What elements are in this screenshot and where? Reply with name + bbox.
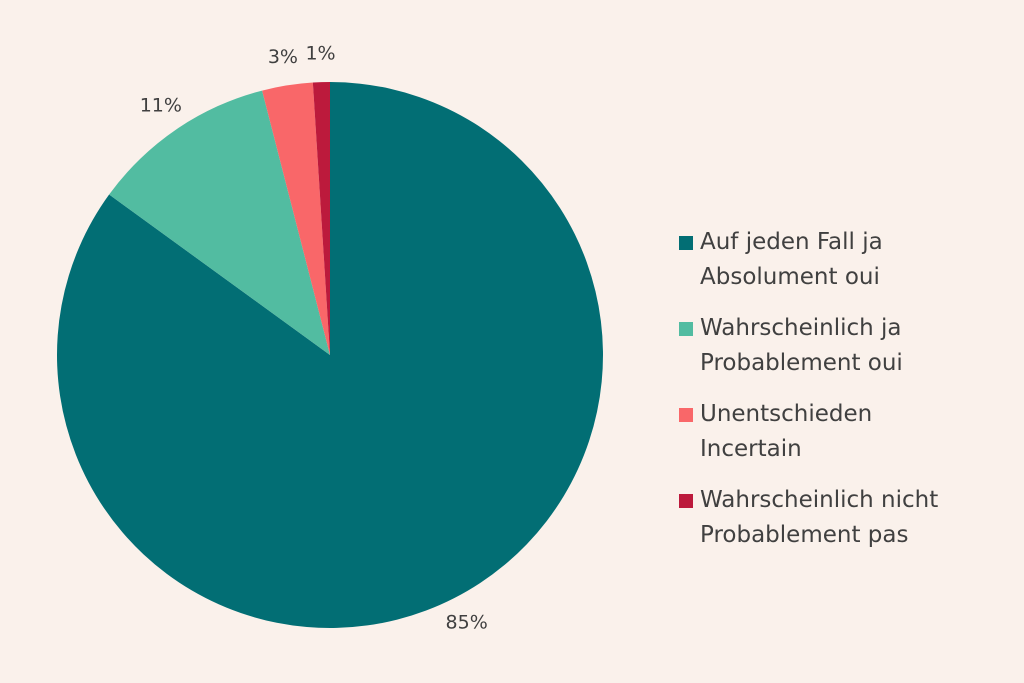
legend-swatch [679,236,693,250]
data-label-2: 3% [268,46,298,68]
legend-label-line2: Absolument oui [700,264,880,290]
legend-swatch [679,494,693,508]
legend-swatch [679,408,693,422]
legend: Auf jeden Fall ja Absolument oui Wahrsch… [679,225,1019,569]
legend-item-wahrscheinlich-nicht[interactable]: Wahrscheinlich nicht Probablement pas [679,483,1019,553]
legend-swatch [679,322,693,336]
pie-slice-0[interactable] [56,82,603,628]
data-label-3: 1% [305,43,335,65]
legend-item-unentschieden[interactable]: Unentschieden Incertain [679,397,1019,467]
legend-label-line2: Probablement oui [700,350,903,376]
legend-item-wahrscheinlich-ja[interactable]: Wahrscheinlich ja Probablement oui [679,311,1019,381]
pie-data-labels: 85% 11% 3% 1% [140,43,488,634]
legend-label: Unentschieden Incertain [700,397,872,467]
pie-slices [56,82,603,628]
legend-item-auf-jeden-fall-ja[interactable]: Auf jeden Fall ja Absolument oui [679,225,1019,295]
pie-slice-2[interactable] [262,82,330,356]
legend-label: Auf jeden Fall ja Absolument oui [700,225,883,295]
pie-slice-1[interactable] [109,90,330,356]
legend-label-line1: Unentschieden [700,401,873,427]
pie-slice-3[interactable] [312,82,330,355]
legend-label: Wahrscheinlich nicht Probablement pas [700,483,938,553]
legend-label-line1: Wahrscheinlich nicht [700,487,939,513]
data-label-1: 11% [140,95,182,117]
legend-label-line2: Incertain [700,436,802,462]
legend-label: Wahrscheinlich ja Probablement oui [700,311,903,381]
legend-label-line1: Auf jeden Fall ja [700,229,883,255]
legend-label-line1: Wahrscheinlich ja [700,315,902,341]
legend-label-line2: Probablement pas [700,522,909,548]
data-label-0: 85% [446,612,488,634]
